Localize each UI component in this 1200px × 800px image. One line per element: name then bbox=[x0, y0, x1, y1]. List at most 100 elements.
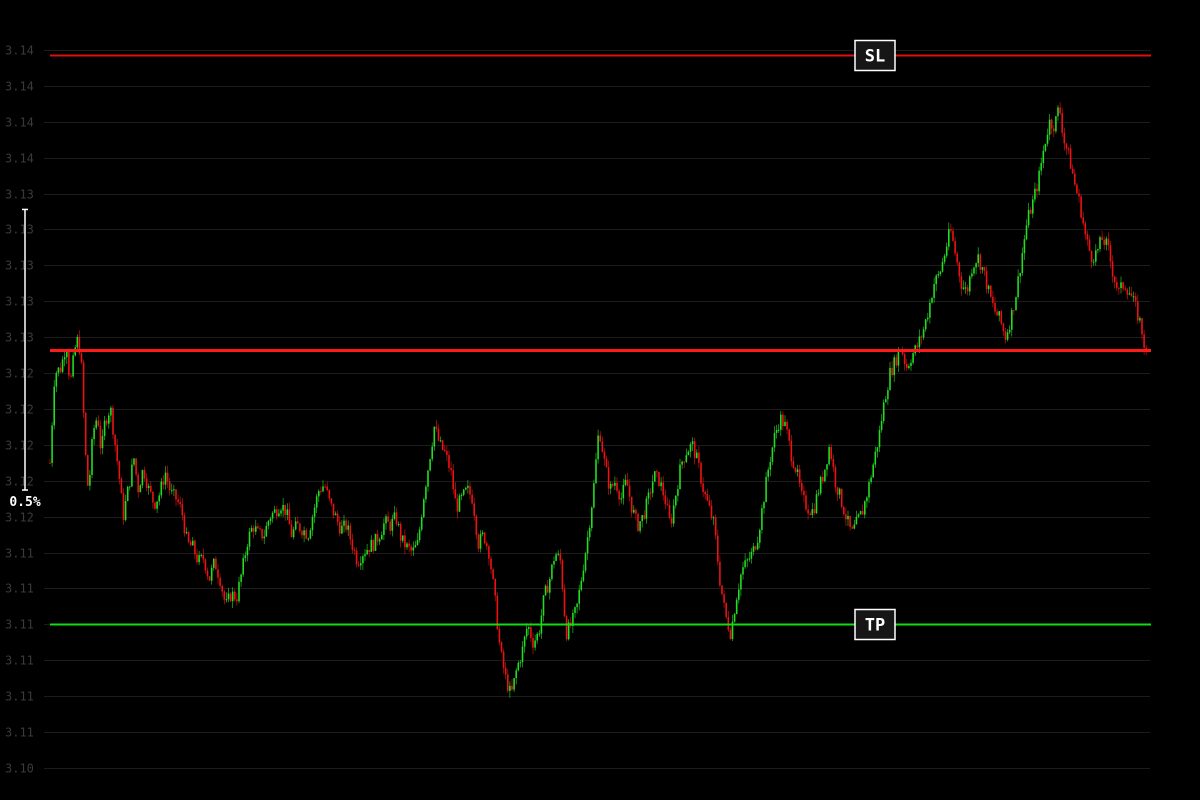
candle-body bbox=[588, 528, 591, 538]
candle-body bbox=[378, 539, 381, 542]
candle-body bbox=[805, 495, 807, 510]
candle-body bbox=[502, 651, 505, 668]
candle-body bbox=[553, 560, 555, 565]
candle bbox=[887, 386, 889, 405]
candle-body bbox=[691, 441, 694, 445]
y-tick-label: 3.12 bbox=[5, 403, 34, 417]
candle-body bbox=[210, 567, 213, 581]
candle bbox=[181, 497, 184, 521]
candle-body bbox=[975, 263, 977, 268]
candle bbox=[303, 526, 305, 543]
candle bbox=[593, 479, 595, 509]
candle bbox=[681, 460, 683, 469]
candle-body bbox=[948, 229, 950, 247]
candle-body bbox=[1134, 296, 1137, 302]
candle-body bbox=[1137, 301, 1139, 321]
candle bbox=[372, 538, 375, 553]
candle bbox=[200, 553, 202, 558]
candle-body bbox=[192, 540, 194, 546]
candle-body bbox=[878, 430, 881, 448]
candle bbox=[1036, 183, 1038, 198]
candle bbox=[870, 475, 872, 485]
candle-body bbox=[164, 472, 167, 485]
candle bbox=[276, 505, 278, 520]
candle bbox=[1107, 232, 1110, 251]
candle-body bbox=[626, 479, 629, 486]
candle-body bbox=[347, 525, 349, 530]
candle-body bbox=[145, 478, 148, 489]
candle bbox=[364, 549, 366, 561]
candle bbox=[1137, 294, 1139, 325]
candle-body bbox=[1069, 148, 1072, 169]
candle-body bbox=[1034, 188, 1036, 200]
candle bbox=[173, 484, 175, 497]
candle-body bbox=[603, 451, 606, 459]
candle-body bbox=[154, 502, 156, 509]
candle-body bbox=[677, 489, 679, 496]
candle-body bbox=[830, 447, 832, 459]
candle-body bbox=[983, 267, 986, 271]
candle bbox=[996, 308, 998, 316]
candle bbox=[492, 567, 494, 581]
candle-body bbox=[105, 420, 108, 424]
candle-body bbox=[916, 345, 919, 348]
candle-body bbox=[376, 533, 379, 542]
candle-body bbox=[1048, 119, 1051, 135]
candle bbox=[1046, 128, 1049, 147]
candle-body bbox=[645, 498, 648, 519]
candle bbox=[490, 555, 492, 574]
candle-body bbox=[660, 482, 662, 487]
candle bbox=[231, 587, 234, 609]
candle bbox=[576, 603, 578, 614]
candle-body bbox=[135, 458, 137, 475]
candle bbox=[958, 261, 961, 283]
candle bbox=[288, 502, 291, 525]
candle-body bbox=[93, 428, 95, 440]
candle-body bbox=[261, 529, 263, 539]
candle-body bbox=[181, 504, 184, 516]
candle-body bbox=[57, 367, 60, 373]
candle bbox=[129, 486, 131, 491]
candle bbox=[483, 531, 486, 545]
candle-body bbox=[204, 559, 207, 571]
candle-body bbox=[1103, 239, 1105, 245]
candle-body bbox=[813, 509, 816, 514]
candle bbox=[929, 298, 931, 324]
candle bbox=[215, 555, 217, 570]
candle bbox=[628, 479, 631, 502]
percent-scale-bar: 0.5% bbox=[9, 208, 41, 510]
candle bbox=[133, 458, 135, 467]
candle-body bbox=[231, 591, 234, 602]
candle-body bbox=[402, 535, 404, 541]
candle-body bbox=[278, 513, 280, 517]
candle-body bbox=[696, 452, 698, 459]
candle-body bbox=[454, 489, 457, 499]
candle-body bbox=[773, 432, 776, 448]
candle-body bbox=[819, 476, 822, 494]
candle bbox=[257, 523, 259, 529]
candle-body bbox=[971, 273, 973, 277]
candle-body bbox=[345, 520, 347, 530]
candle bbox=[1120, 276, 1122, 294]
candle-body bbox=[160, 481, 163, 496]
candle bbox=[536, 632, 538, 644]
candle bbox=[910, 359, 912, 371]
candle-body bbox=[853, 524, 856, 529]
candle bbox=[801, 479, 803, 495]
candle-body bbox=[1053, 128, 1055, 132]
candle-body bbox=[874, 451, 877, 465]
candle-body bbox=[353, 549, 356, 551]
candle bbox=[1057, 104, 1059, 121]
candle-body bbox=[59, 367, 62, 372]
candle bbox=[154, 501, 156, 511]
candle bbox=[586, 530, 589, 561]
candle-body bbox=[498, 629, 501, 643]
candle-body bbox=[893, 357, 895, 376]
candle bbox=[922, 326, 925, 341]
candle bbox=[677, 484, 679, 502]
candle-body bbox=[643, 515, 646, 519]
candle bbox=[1063, 127, 1066, 151]
candle-body bbox=[727, 617, 730, 630]
candle bbox=[360, 556, 362, 570]
candle bbox=[1118, 286, 1120, 295]
